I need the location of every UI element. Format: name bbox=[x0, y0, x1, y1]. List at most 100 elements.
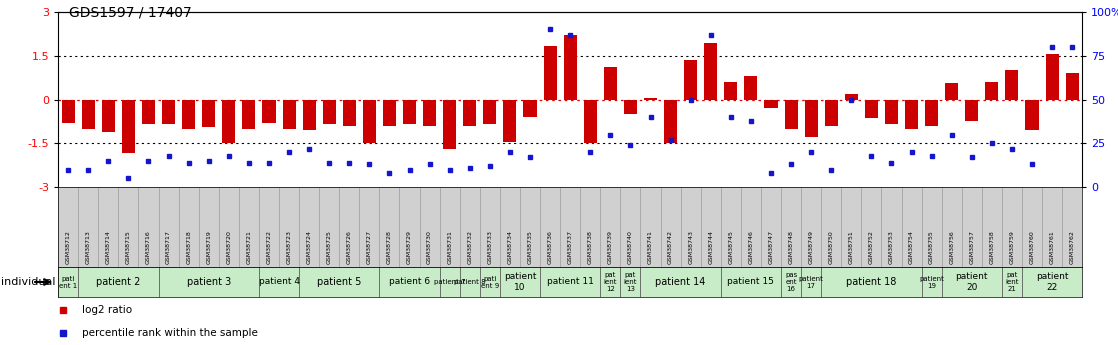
Text: patient
19: patient 19 bbox=[919, 276, 944, 288]
Text: individual: individual bbox=[1, 277, 56, 287]
Bar bbox=[921, 187, 941, 267]
Bar bbox=[259, 187, 280, 267]
Bar bbox=[159, 187, 179, 267]
Bar bbox=[982, 187, 1002, 267]
Text: patient 4: patient 4 bbox=[258, 277, 300, 286]
Bar bbox=[881, 187, 901, 267]
Text: GSM38757: GSM38757 bbox=[969, 230, 974, 264]
Bar bbox=[283, 99, 295, 129]
Bar bbox=[419, 187, 439, 267]
Bar bbox=[641, 267, 721, 297]
Text: GSM38738: GSM38738 bbox=[588, 230, 593, 264]
Text: GSM38713: GSM38713 bbox=[86, 230, 91, 264]
Bar bbox=[343, 99, 356, 126]
Text: GSM38729: GSM38729 bbox=[407, 230, 413, 264]
Bar bbox=[745, 76, 757, 99]
Text: GSM38755: GSM38755 bbox=[929, 230, 935, 264]
Text: GSM38726: GSM38726 bbox=[347, 230, 352, 264]
Bar bbox=[620, 267, 641, 297]
Text: GSM38723: GSM38723 bbox=[286, 230, 292, 264]
Bar bbox=[945, 83, 958, 99]
Text: GSM38722: GSM38722 bbox=[266, 230, 272, 264]
Bar bbox=[802, 267, 822, 297]
Text: GSM38745: GSM38745 bbox=[728, 230, 733, 264]
Bar bbox=[300, 187, 319, 267]
Text: GSM38756: GSM38756 bbox=[949, 230, 954, 264]
Bar bbox=[802, 187, 822, 267]
Text: GSM38744: GSM38744 bbox=[708, 230, 713, 264]
Text: GSM38736: GSM38736 bbox=[548, 230, 552, 264]
Bar bbox=[921, 267, 941, 297]
Bar bbox=[885, 99, 898, 124]
Text: patient 3: patient 3 bbox=[187, 277, 230, 287]
Bar bbox=[520, 187, 540, 267]
Bar bbox=[761, 187, 781, 267]
Bar bbox=[822, 187, 841, 267]
Text: GSM38718: GSM38718 bbox=[187, 230, 191, 264]
Text: patient 15: patient 15 bbox=[728, 277, 775, 286]
Text: GSM38715: GSM38715 bbox=[126, 230, 131, 264]
Text: GSM38761: GSM38761 bbox=[1050, 230, 1054, 264]
Bar bbox=[724, 82, 738, 99]
Bar bbox=[58, 187, 78, 267]
Text: patient 11: patient 11 bbox=[547, 277, 594, 286]
Bar bbox=[199, 187, 219, 267]
Text: GSM38743: GSM38743 bbox=[689, 230, 693, 264]
Text: GSM38762: GSM38762 bbox=[1070, 230, 1074, 264]
Bar bbox=[379, 187, 399, 267]
Bar bbox=[239, 187, 259, 267]
Bar bbox=[300, 267, 379, 297]
Bar bbox=[580, 187, 600, 267]
Text: patient 14: patient 14 bbox=[655, 277, 705, 287]
Bar bbox=[500, 187, 520, 267]
Text: GSM38737: GSM38737 bbox=[568, 230, 572, 264]
Text: GSM38759: GSM38759 bbox=[1010, 230, 1014, 264]
Text: GSM38714: GSM38714 bbox=[106, 230, 111, 264]
Bar bbox=[563, 35, 577, 99]
Text: log2 ratio: log2 ratio bbox=[82, 305, 132, 315]
Bar bbox=[765, 99, 777, 108]
Bar bbox=[644, 98, 657, 99]
Bar bbox=[865, 99, 878, 118]
Bar bbox=[904, 99, 918, 129]
Text: GSM38725: GSM38725 bbox=[326, 230, 332, 264]
Text: patient
10: patient 10 bbox=[504, 272, 537, 292]
Bar bbox=[459, 187, 480, 267]
Bar bbox=[543, 46, 557, 99]
Text: GSM38760: GSM38760 bbox=[1030, 230, 1034, 264]
Bar bbox=[825, 99, 837, 126]
Bar bbox=[805, 99, 817, 137]
Bar bbox=[439, 187, 459, 267]
Bar bbox=[841, 187, 861, 267]
Text: GSM38734: GSM38734 bbox=[508, 230, 512, 264]
Text: pat
ient
12: pat ient 12 bbox=[604, 272, 617, 292]
Bar bbox=[941, 187, 961, 267]
Text: GSM38720: GSM38720 bbox=[226, 230, 231, 264]
Bar bbox=[560, 187, 580, 267]
Bar bbox=[259, 267, 300, 297]
Bar bbox=[280, 187, 300, 267]
Text: GSM38739: GSM38739 bbox=[608, 230, 613, 264]
Text: GSM38724: GSM38724 bbox=[306, 230, 312, 264]
Bar bbox=[402, 99, 416, 124]
Bar bbox=[219, 187, 239, 267]
Text: GSM38758: GSM38758 bbox=[989, 230, 994, 264]
Bar bbox=[1022, 187, 1042, 267]
Text: GSM38716: GSM38716 bbox=[146, 230, 151, 264]
Bar bbox=[303, 99, 315, 130]
Bar bbox=[540, 267, 600, 297]
Text: GSM38719: GSM38719 bbox=[206, 230, 211, 264]
Text: GSM38751: GSM38751 bbox=[849, 230, 854, 264]
Bar bbox=[399, 187, 419, 267]
Bar bbox=[1005, 70, 1018, 99]
Bar bbox=[142, 99, 155, 124]
Bar bbox=[1002, 187, 1022, 267]
Text: pati
ent 1: pati ent 1 bbox=[59, 276, 77, 288]
Text: GSM38741: GSM38741 bbox=[648, 230, 653, 264]
Bar bbox=[721, 187, 741, 267]
Text: GSM38740: GSM38740 bbox=[628, 230, 633, 264]
Bar bbox=[339, 187, 359, 267]
Text: GSM38727: GSM38727 bbox=[367, 230, 372, 264]
Text: GSM38728: GSM38728 bbox=[387, 230, 392, 264]
Bar bbox=[58, 267, 78, 297]
